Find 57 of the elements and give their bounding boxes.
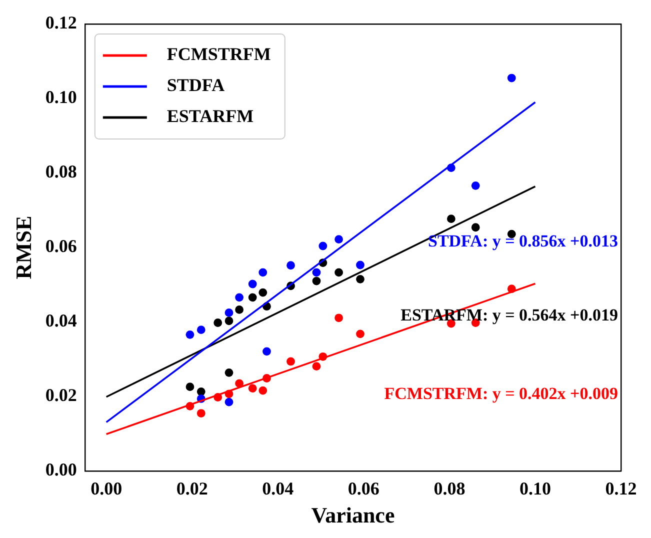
y-tick-label: 0.10 xyxy=(45,87,77,108)
point xyxy=(356,330,364,338)
point xyxy=(214,318,222,327)
point xyxy=(446,214,456,224)
point xyxy=(312,276,321,286)
y-tick-label: 0.12 xyxy=(45,12,77,33)
point xyxy=(334,268,343,277)
legend-label: FCMSTRFM xyxy=(166,44,271,64)
point xyxy=(258,386,268,395)
x-tick-label: 0.08 xyxy=(434,478,466,498)
point xyxy=(356,274,364,284)
point xyxy=(235,306,244,314)
point xyxy=(196,409,206,418)
point xyxy=(356,260,364,270)
annotation: FCMSTRFM: y = 0.402x +0.009 xyxy=(384,384,618,403)
point xyxy=(471,223,480,232)
point xyxy=(258,288,268,297)
point xyxy=(318,242,328,250)
point xyxy=(224,398,234,406)
point xyxy=(186,330,194,339)
point xyxy=(312,362,321,371)
y-tick-label: 0.04 xyxy=(45,310,77,331)
point xyxy=(248,280,257,288)
point xyxy=(507,230,516,238)
annotation: STDFA: y = 0.856x +0.013 xyxy=(428,231,618,250)
x-tick-label: 0.12 xyxy=(605,478,637,498)
x-tick-label: 0.00 xyxy=(90,478,122,498)
point xyxy=(286,261,295,270)
y-tick-label: 0.06 xyxy=(45,236,77,256)
point xyxy=(258,268,268,277)
y-axis-title: RMSE xyxy=(10,216,36,280)
point xyxy=(186,382,194,392)
point xyxy=(507,74,516,82)
point xyxy=(286,357,295,366)
point xyxy=(471,181,480,190)
x-tick-label: 0.06 xyxy=(348,478,380,498)
point xyxy=(248,384,257,393)
x-tick-label: 0.02 xyxy=(176,478,208,498)
point xyxy=(235,293,244,302)
y-tick-label: 0.00 xyxy=(45,460,77,480)
point xyxy=(312,268,321,277)
point xyxy=(224,368,234,377)
y-tick-label: 0.08 xyxy=(45,162,77,182)
x-tick-label: 0.10 xyxy=(519,478,551,498)
point xyxy=(262,347,271,356)
x-tick-label: 0.04 xyxy=(262,478,294,498)
point xyxy=(248,293,257,302)
point xyxy=(334,235,343,244)
x-axis-title: Variance xyxy=(311,502,395,528)
point xyxy=(334,314,343,322)
y-tick-label: 0.02 xyxy=(45,385,77,406)
point xyxy=(196,326,206,334)
point xyxy=(196,387,206,396)
point xyxy=(224,308,234,317)
point xyxy=(224,316,234,326)
legend-label: STDFA xyxy=(166,75,225,96)
legend-label: ESTARFM xyxy=(166,106,254,126)
